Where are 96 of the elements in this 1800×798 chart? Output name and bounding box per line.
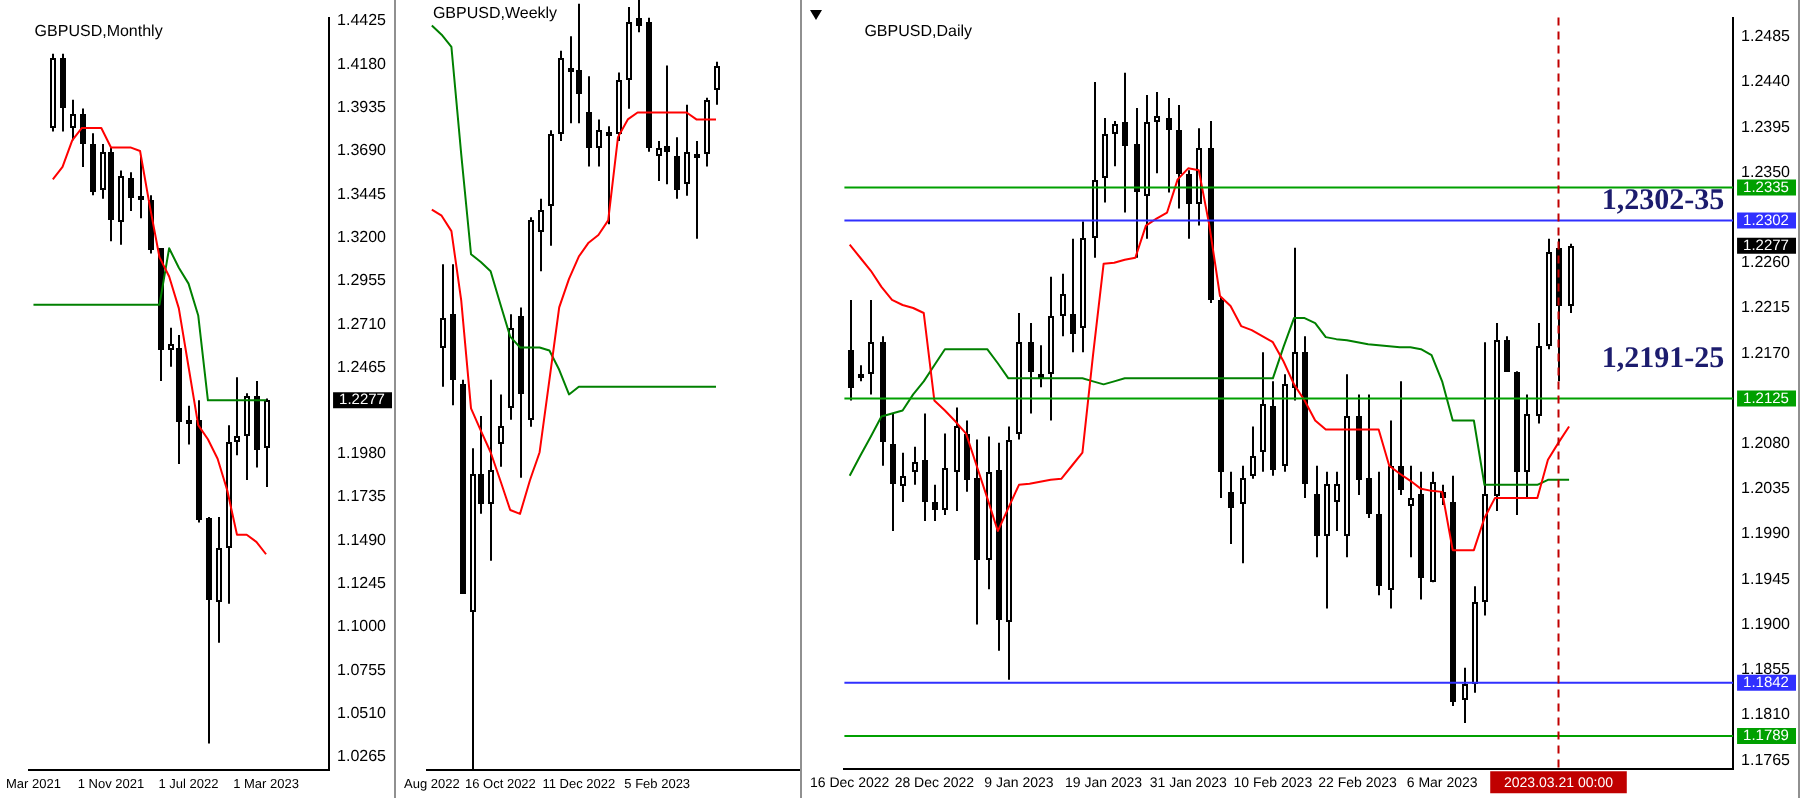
candlestick: [138, 155, 144, 220]
candlestick: [576, 2, 582, 125]
candlestick: [440, 263, 446, 388]
candlestick: [1260, 351, 1266, 473]
candlestick: [664, 64, 670, 186]
candlestick: [684, 103, 690, 197]
candlestick: [942, 432, 948, 516]
y-tick-label: 1.2170: [1741, 343, 1792, 362]
y-tick-label: 1.3200: [337, 228, 388, 247]
candlestick: [912, 445, 918, 486]
y-tick-label: 1.1245: [337, 573, 388, 592]
candlestick: [586, 75, 592, 168]
candlestick: [606, 125, 612, 226]
candlestick: [1186, 169, 1192, 240]
y-tick-label: 1.2440: [1741, 72, 1792, 91]
candlestick: [964, 419, 970, 493]
candlestick: [90, 132, 96, 197]
candlestick: [922, 412, 928, 523]
y-tick-label: 1.1735: [337, 487, 388, 506]
candlestick: [244, 392, 250, 481]
y-tick-label: 1.2035: [1741, 479, 1792, 498]
candlestick: [264, 397, 270, 489]
candlestick: [1462, 666, 1468, 724]
y-tick-label: 1.1990: [1741, 524, 1792, 543]
candlestick: [1028, 322, 1034, 415]
y-tick-label: 1.4425: [337, 11, 388, 30]
y-tick-label: 1.0510: [337, 703, 388, 722]
candlestick: [900, 451, 906, 503]
y-tick-label: 1.3935: [337, 98, 388, 117]
candlestick: [498, 393, 504, 468]
y-tick-label: 1.4180: [337, 54, 388, 73]
candlestick: [538, 197, 544, 273]
y-tick-label: 1.3690: [337, 141, 388, 160]
candlestick: [1334, 470, 1340, 533]
candlestick: [234, 376, 240, 457]
candlestick: [568, 35, 574, 125]
y-tick-label: 1.2465: [337, 358, 388, 377]
chart-title: GBPUSD,Monthly: [34, 22, 163, 41]
candlestick: [1292, 246, 1298, 402]
y-tick-label: 1.2485: [1741, 27, 1792, 46]
candlestick: [1228, 470, 1234, 546]
candlestick: [1366, 393, 1372, 519]
annotation: 1,2191-25: [1601, 343, 1725, 376]
y-tick-label: 1.2350: [1741, 162, 1792, 181]
y-tick-label: 1.0755: [337, 660, 388, 679]
y-tick-label: 1.1900: [1741, 614, 1792, 633]
y-tick-label: 1.1490: [337, 530, 388, 549]
candlestick: [1134, 107, 1140, 259]
y-tick-label: 1.2710: [337, 314, 388, 333]
candlestick: [70, 98, 76, 142]
candlestick: [714, 60, 720, 106]
y-tick-label: 1.2080: [1741, 434, 1792, 453]
candlestick: [1408, 464, 1414, 559]
y-tick-label: 1.2260: [1741, 253, 1792, 272]
candlestick: [1122, 71, 1128, 214]
y-tick-label: 1.1765: [1741, 750, 1792, 769]
candlestick: [890, 412, 896, 533]
candlestick: [674, 136, 680, 200]
candlestick: [1176, 104, 1182, 210]
candlestick: [1102, 117, 1108, 204]
candlestick: [186, 404, 192, 446]
y-tick-label: 1.1855: [1741, 660, 1792, 679]
y-tick-label: 1.1945: [1741, 569, 1792, 588]
candlestick: [932, 483, 938, 523]
candlestick: [636, 0, 642, 34]
candlestick: [128, 171, 134, 213]
candlestick: [1240, 464, 1246, 565]
candlestick: [848, 298, 854, 402]
y-tick-label: 1.2955: [337, 271, 388, 290]
candlestick: [954, 406, 960, 512]
candlestick: [694, 139, 700, 240]
candlestick: [1250, 425, 1256, 480]
candlestick: [1060, 272, 1066, 338]
chart-title: GBPUSD,Weekly: [432, 4, 558, 23]
candlestick: [118, 169, 124, 246]
y-tick-label: 1.1980: [337, 443, 388, 462]
candlestick: [1112, 120, 1118, 168]
y-tick-label: 1.3445: [337, 184, 388, 203]
candlestick: [1504, 335, 1510, 373]
candlestick: [1314, 464, 1320, 559]
y-tick-label: 1.2215: [1741, 298, 1792, 317]
y-tick-label: 1.0265: [337, 747, 388, 766]
y-tick-label: 1.1000: [337, 617, 388, 636]
candlestick: [1166, 96, 1172, 194]
candlestick: [488, 378, 494, 562]
candlestick: [656, 139, 662, 183]
y-tick-label: 1.2395: [1741, 117, 1792, 136]
candlestick: [868, 298, 874, 396]
candlestick: [1154, 90, 1160, 175]
y-tick-label: 1.1810: [1741, 705, 1792, 724]
candlestick: [596, 118, 602, 168]
candlestick: [1070, 237, 1076, 354]
candlestick: [80, 107, 86, 168]
candlestick: [1398, 380, 1404, 496]
annotation: 1,2302-35: [1601, 185, 1725, 218]
chart-title: GBPUSD,Daily: [864, 22, 972, 41]
